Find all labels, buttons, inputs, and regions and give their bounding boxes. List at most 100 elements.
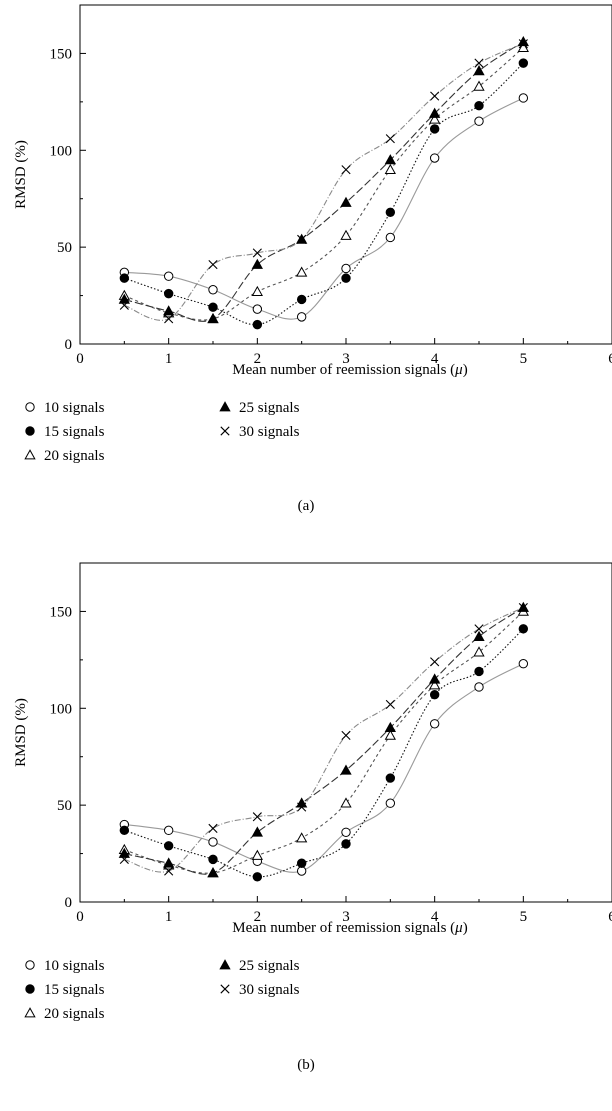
series-line-2 [124,628,524,878]
data-point [118,847,130,858]
legend-label: 25 signals [239,958,300,974]
series-markers-1 [119,659,529,876]
x-tick-label: 1 [165,351,173,367]
data-point [429,113,441,124]
x-tick-label: 4 [431,351,439,367]
chart-panel-b: 0 1 2 3 4 5 6 0 50 100 150 RMSD (%) Mean number of r… [13,562,612,1073]
data-point [385,773,396,783]
data-point [385,232,396,243]
plot-frame [79,562,612,903]
data-point [384,729,396,740]
x-tick-label: 3 [342,351,350,367]
data-point [518,39,528,49]
data-point [251,826,263,837]
series-markers-2 [119,58,529,330]
y-tick-label: 50 [57,798,72,814]
series-line-3 [124,47,524,321]
data-point [252,872,263,882]
series-markers-3 [118,41,529,324]
legend-item: 25 signals [219,400,300,416]
data-point [429,679,441,690]
y-tick-label: 0 [65,895,73,911]
data-point [163,288,174,299]
data-point [473,80,485,91]
data-point [252,304,263,314]
data-point [340,196,352,207]
legend-marker [220,426,230,436]
data-point [474,624,484,634]
series-line-1 [124,97,524,320]
data-point [384,154,396,165]
legend: 10 signals 15 signals 20 signals 25 signals… [24,400,300,464]
legend-marker [25,426,35,436]
data-point [429,153,440,163]
x-axis-label: Mean number of reemission signals (μ) [232,920,467,936]
data-point [163,841,174,851]
series-line-5 [124,607,524,873]
series-line-1 [124,663,524,873]
legend-item: 25 signals [219,958,300,974]
series-line-5 [124,43,524,321]
data-point [474,666,484,677]
x-tick-label: 6 [608,351,612,367]
data-point [341,839,351,849]
data-point [251,258,263,269]
x-tick-label: 3 [342,909,350,925]
y-tick-label: 100 [50,143,73,159]
series-line-2 [124,62,524,326]
data-point [474,101,484,111]
data-point [252,248,262,258]
legend-item: 15 signals [25,982,105,998]
data-point [473,65,485,76]
series-markers-4 [118,601,529,878]
legend-marker [24,1007,36,1018]
y-axis-label: RMSD (%) [13,140,29,209]
x-tick-label: 5 [520,351,528,367]
data-point [164,314,174,324]
panel-caption: (a) [298,498,315,514]
y-tick-label: 150 [50,604,73,620]
panel-caption: (b) [297,1057,315,1073]
data-point [163,271,174,281]
data-point [252,812,262,822]
data-point [296,797,308,808]
data-point [163,825,174,836]
data-point [518,93,529,103]
y-axis-label: RMSD (%) [13,698,29,767]
series-markers-1 [119,93,529,322]
data-point [119,300,129,310]
series-markers-5 [119,602,528,876]
legend-label: 30 signals [239,424,300,440]
data-point [341,827,351,837]
data-point [119,825,130,836]
data-point [208,259,218,270]
data-point [384,163,396,174]
data-point [296,832,308,843]
data-point [385,699,395,710]
data-point [341,165,351,175]
legend-marker [219,401,231,412]
data-point [430,657,440,667]
series-line-4 [124,41,524,322]
x-tick-label: 2 [254,909,262,925]
legend-item: 20 signals [24,448,105,464]
data-point [119,273,130,283]
data-point [385,207,396,217]
y-tick-label: 0 [65,337,73,353]
legend-marker [220,984,230,994]
x-tick-label: 6 [608,909,612,925]
legend-item: 30 signals [220,424,300,440]
data-point [518,659,529,669]
x-axis-label: Mean number of reemission signals (μ) [232,362,467,378]
x-tick-label: 0 [76,909,84,925]
legend-label: 15 signals [44,982,105,998]
y-tick-label: 100 [50,701,73,717]
legend-label: 15 signals [44,424,105,440]
series-markers-2 [119,624,529,882]
data-point [517,41,529,52]
data-point [296,294,307,305]
data-point [119,854,129,864]
plot-frame [79,4,612,345]
data-point [296,266,308,277]
